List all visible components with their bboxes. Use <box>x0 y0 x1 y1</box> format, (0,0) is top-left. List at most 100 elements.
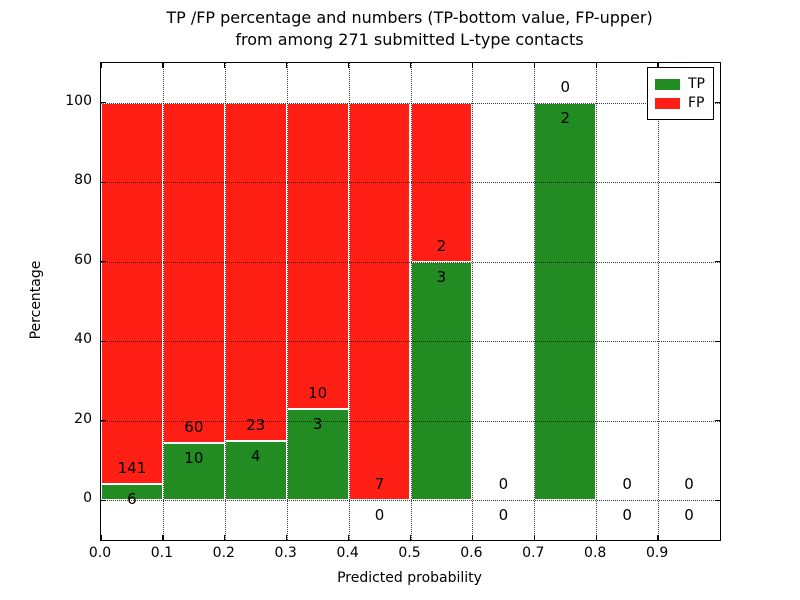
gridline-vertical <box>162 63 164 540</box>
x-tick-mark-bottom <box>409 535 412 540</box>
legend: TP FP <box>647 67 714 120</box>
x-tick-mark-top <box>533 63 535 68</box>
gridline-vertical <box>348 63 350 540</box>
x-tick-mark-top <box>657 63 659 68</box>
gridline-vertical <box>534 63 536 540</box>
y-tick-label: 100 <box>65 92 92 109</box>
x-tick-mark-bottom <box>162 535 164 540</box>
y-tick-label: 80 <box>74 172 92 189</box>
bar-count-label-tp: 2 <box>560 108 571 127</box>
bar-segment-tp <box>101 484 163 501</box>
x-tick-mark-bottom <box>224 535 226 540</box>
y-tick-label: 20 <box>74 410 92 427</box>
x-axis-label: Predicted probability <box>337 570 482 586</box>
y-tick-mark-right <box>715 102 720 104</box>
bar-segment-fp <box>162 102 225 444</box>
bar-count-label-fp: 2 <box>436 236 447 255</box>
x-tick-label: 0.8 <box>584 545 607 561</box>
y-tick-mark-right <box>715 420 720 422</box>
bar-count-label-fp: 23 <box>246 416 266 435</box>
bar-count-label-tp: 3 <box>436 267 447 286</box>
bar-segment-tp <box>286 408 349 501</box>
y-tick-mark-right <box>715 181 720 183</box>
y-tick-mark-right <box>715 499 720 501</box>
bar-count-label-tp: 0 <box>684 506 694 525</box>
y-tick-mark-left <box>101 261 106 263</box>
chart-title-line2: from among 271 submitted L-type contacts <box>235 30 584 49</box>
tp-color-swatch <box>655 78 680 90</box>
bar-count-label-fp: 7 <box>374 475 385 494</box>
x-tick-mark-bottom <box>533 535 535 540</box>
x-tick-label: 0.6 <box>460 545 483 561</box>
x-tick-label: 0.5 <box>398 545 421 561</box>
bar-segment-tp <box>162 443 225 501</box>
x-tick-mark-bottom <box>657 535 659 540</box>
y-tick-mark-left <box>101 420 106 422</box>
x-tick-label: 0.7 <box>522 545 545 561</box>
chart-title: TP /FP percentage and numbers (TP-bottom… <box>100 7 719 51</box>
x-tick-mark-bottom <box>100 535 102 540</box>
fp-color-swatch <box>655 97 680 109</box>
x-tick-mark-top <box>595 63 597 68</box>
x-tick-mark-top <box>162 63 164 68</box>
legend-entry-tp: TP <box>655 76 705 92</box>
x-tick-mark-bottom <box>595 535 597 540</box>
x-tick-label: 0.4 <box>336 545 359 561</box>
x-tick-label: 0.0 <box>88 545 112 561</box>
bar-count-label-tp: 4 <box>250 447 261 466</box>
bar-count-label-tp: 6 <box>127 490 137 509</box>
bar-segment-fp <box>101 102 163 485</box>
y-tick-label: 60 <box>74 251 92 268</box>
bar-count-label-fp: 0 <box>560 77 571 96</box>
gridline-vertical <box>596 63 598 540</box>
bar-segment-tp <box>410 261 473 501</box>
plot-area: TP FP 141 6 60 10 23 4 10 3 7 0 2 3 0 0 0 2 0 0 0 0 <box>100 62 721 541</box>
y-tick-mark-left <box>101 499 106 501</box>
x-tick-mark-bottom <box>347 535 350 540</box>
y-tick-mark-left <box>101 102 106 104</box>
bar-count-label-tp: 0 <box>374 506 385 525</box>
gridline-vertical <box>410 63 412 540</box>
x-tick-mark-top <box>471 63 474 68</box>
gridline-vertical <box>472 63 474 540</box>
bar-count-label-fp: 141 <box>117 459 147 478</box>
bar-count-label-tp: 3 <box>312 414 323 433</box>
gridline-vertical <box>658 63 660 540</box>
bar-segment-fp <box>286 102 349 409</box>
x-tick-label: 0.1 <box>150 545 174 561</box>
legend-label-fp: FP <box>688 95 705 111</box>
y-tick-mark-right <box>715 340 720 342</box>
chart-title-line1: TP /FP percentage and numbers (TP-bottom… <box>166 8 653 27</box>
bar-segment-tp <box>224 441 287 501</box>
bar-count-label-fp: 0 <box>498 475 509 494</box>
x-tick-mark-bottom <box>286 535 288 540</box>
x-tick-label: 0.3 <box>274 545 297 561</box>
x-tick-mark-top <box>100 63 102 68</box>
bar-count-label-fp: 0 <box>684 475 694 494</box>
x-tick-label: 0.2 <box>212 545 235 561</box>
x-tick-mark-top <box>347 63 350 68</box>
legend-label-tp: TP <box>688 76 705 92</box>
x-tick-mark-top <box>224 63 226 68</box>
x-tick-mark-top <box>286 63 288 68</box>
bar-count-label-tp: 10 <box>184 449 204 468</box>
bar-segment-fp <box>348 102 411 501</box>
y-tick-label: 40 <box>74 331 92 348</box>
legend-entry-fp: FP <box>655 95 705 111</box>
bar-segment-fp <box>224 102 287 442</box>
y-tick-label: 0 <box>83 490 92 507</box>
gridline-vertical <box>286 63 288 540</box>
bar-segment-tp <box>534 102 597 501</box>
x-tick-mark-bottom <box>471 535 474 540</box>
y-tick-mark-left <box>101 340 106 342</box>
x-tick-label: 0.9 <box>645 545 669 561</box>
bar-count-label-tp: 0 <box>498 506 509 525</box>
bar-count-label-tp: 0 <box>622 506 632 525</box>
bar-count-label-fp: 10 <box>308 383 328 402</box>
y-tick-mark-right <box>715 261 720 263</box>
x-tick-mark-top <box>409 63 412 68</box>
y-tick-mark-left <box>101 181 106 183</box>
bar-count-label-fp: 0 <box>622 475 632 494</box>
gridline-vertical <box>224 63 226 540</box>
